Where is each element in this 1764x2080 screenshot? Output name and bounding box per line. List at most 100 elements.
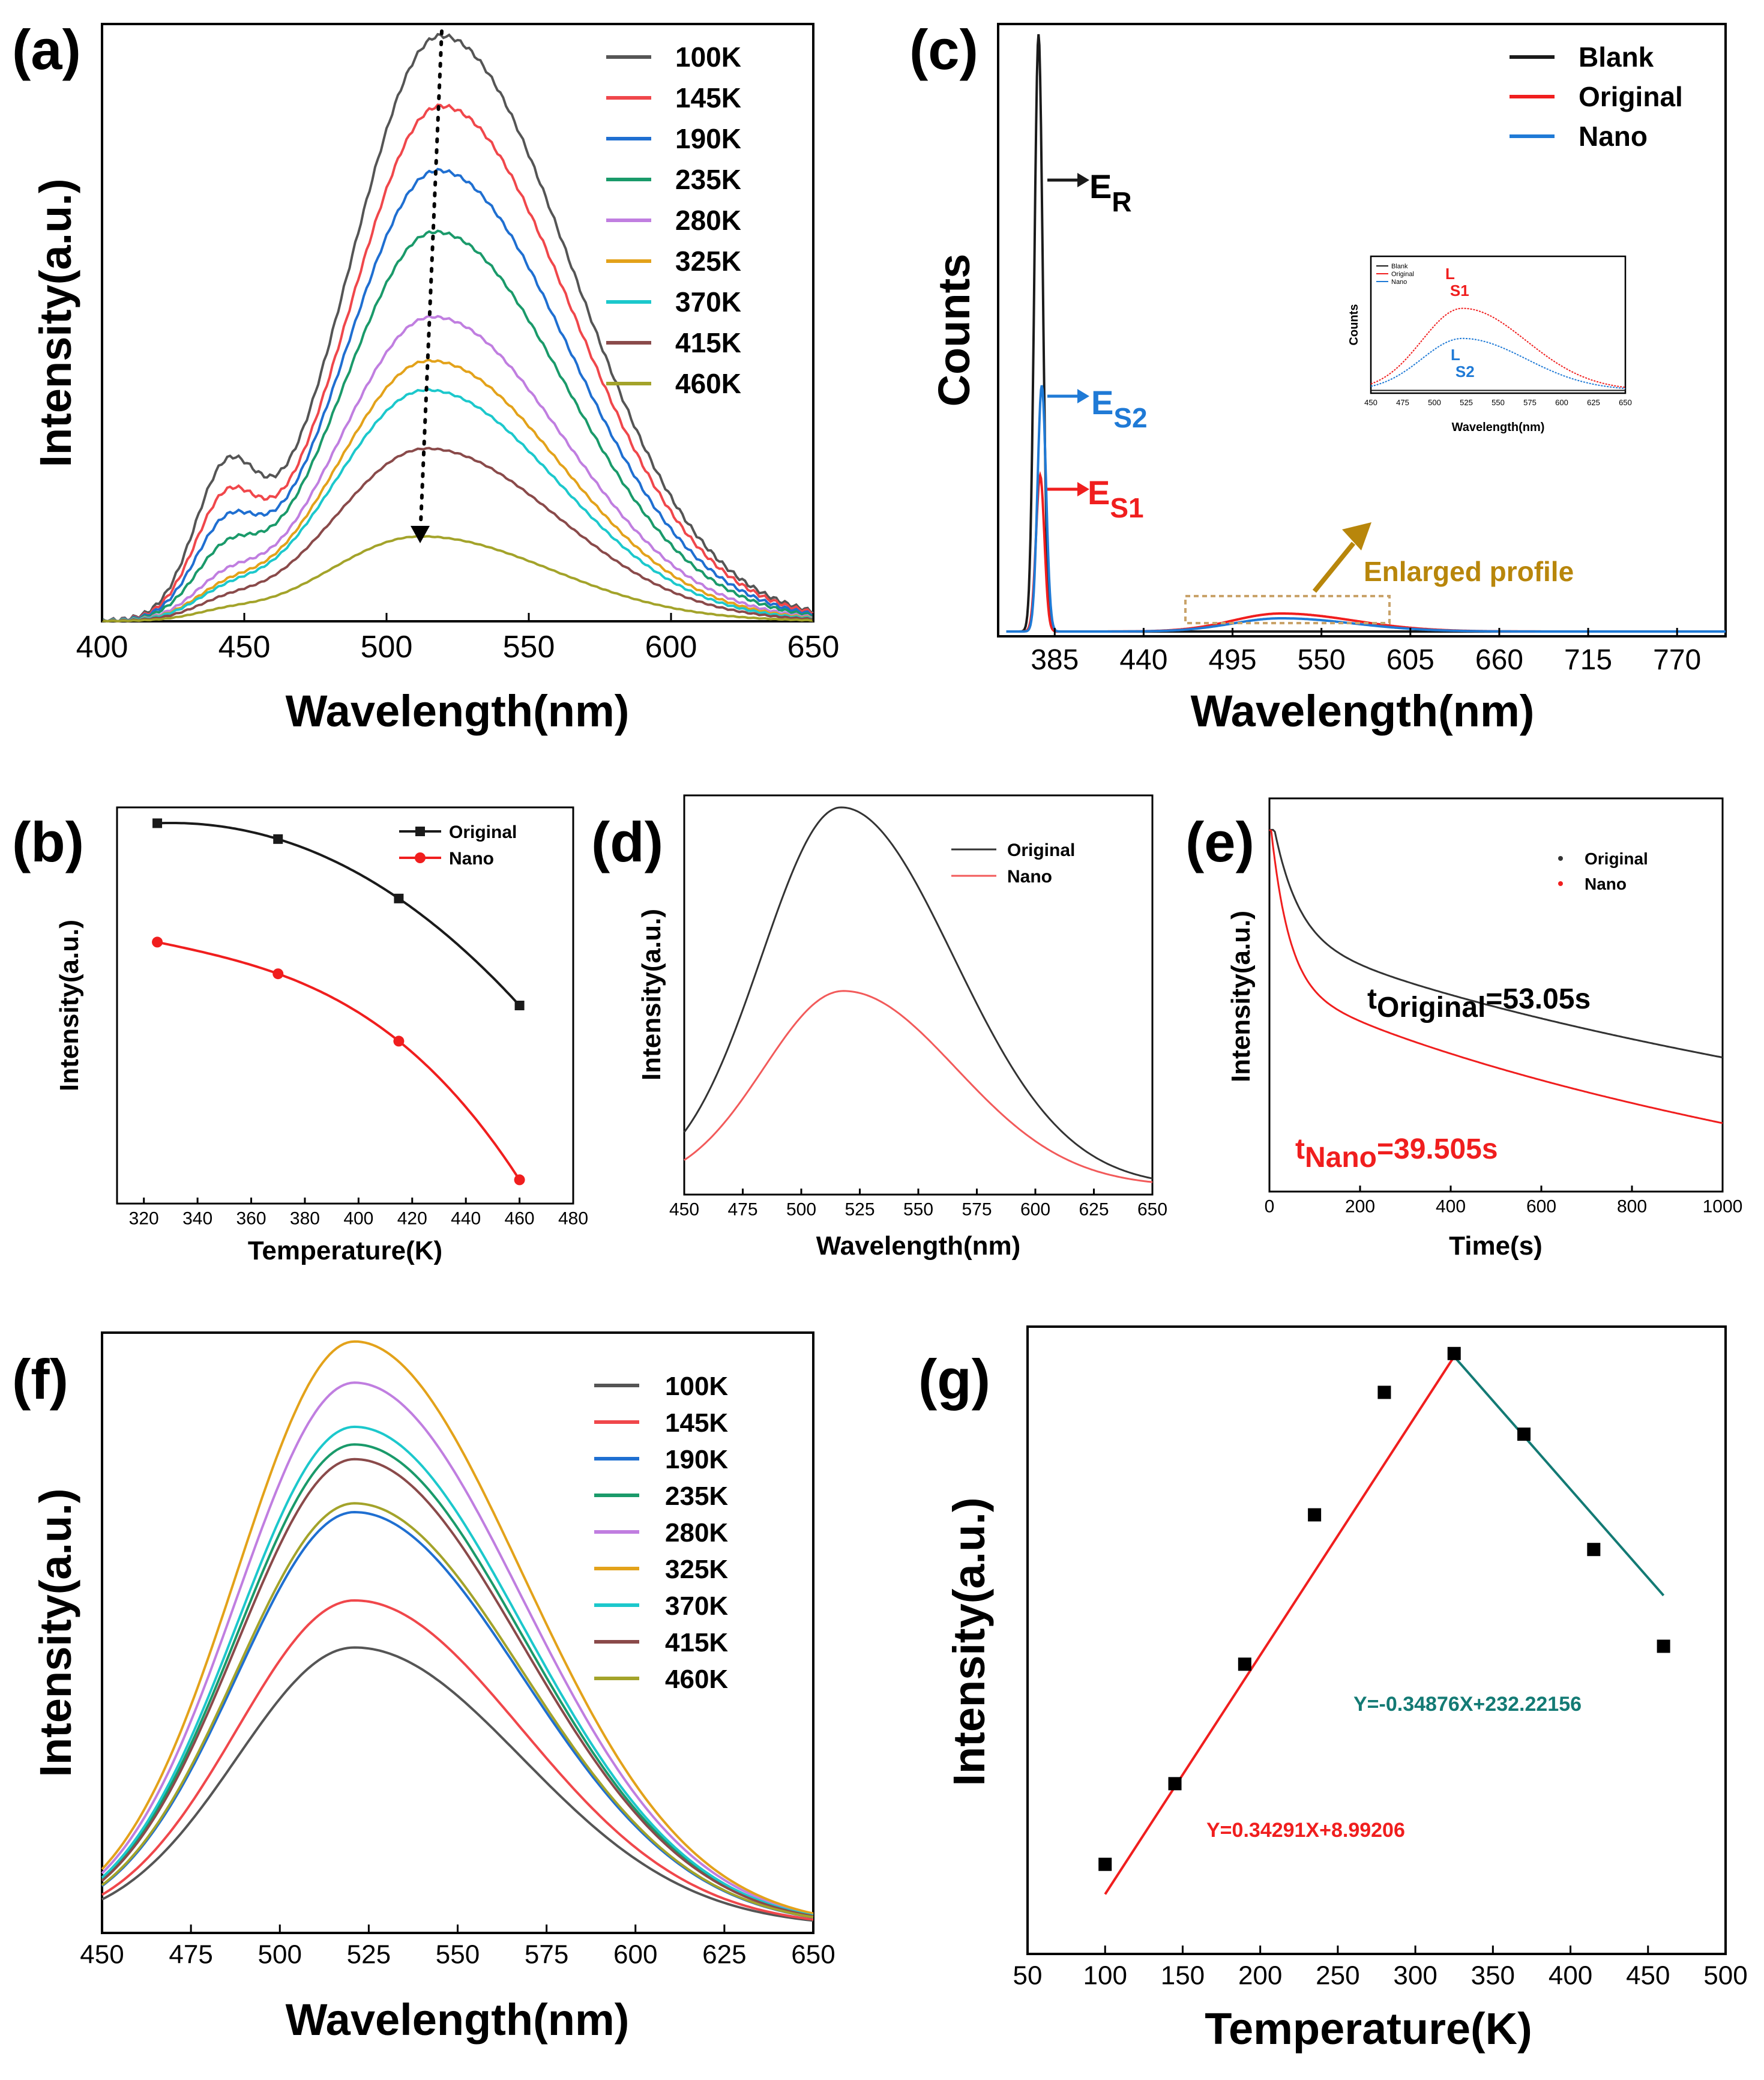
panel-f-xtick-label: 600 [613, 1940, 657, 1970]
panel-c-xlabel: Wavelength(nm) [1191, 686, 1535, 736]
panel-a-xtick-label: 650 [787, 630, 840, 665]
panel-d-xtick-label: 475 [727, 1200, 757, 1220]
panel-a-chart: 400 450 500 550 600 650 100K 145K 190K 235K 280K 3… [31, 23, 840, 736]
panel-a-plot-frame [101, 23, 814, 622]
panel-g-point [1587, 1543, 1601, 1557]
er-main: E [1089, 167, 1112, 205]
panel-c-enlarged-label: Enlarged profile [1364, 556, 1574, 587]
panel-b-point-original [514, 1001, 525, 1010]
legend-label-370K: 370K [665, 1591, 728, 1621]
panel-f-series-460K [101, 1502, 814, 1919]
inset-xtick-label: 625 [1587, 398, 1600, 407]
panel-b-point-original [273, 834, 283, 844]
panel-g-xtick-label: 100 [1083, 1961, 1127, 1991]
panel-e-series-Nano [1269, 829, 1723, 1124]
legend-label-370K: 370K [675, 286, 741, 318]
legend-label-Original: Original [1007, 840, 1075, 860]
legend-label-325K: 325K [665, 1555, 728, 1584]
panel-d-xtick-label: 550 [903, 1200, 933, 1220]
panel-b-xtick-label: 340 [182, 1209, 212, 1229]
panel-f-xtick-label: 650 [791, 1940, 835, 1970]
panel-b-point-nano [272, 968, 284, 980]
legend-label-Original: Original [1579, 81, 1683, 112]
legend-label-415K: 415K [665, 1628, 728, 1657]
legend-label-235K: 235K [675, 164, 741, 195]
panel-d-xtick-label: 500 [786, 1200, 816, 1220]
panel-b-point-nano [514, 1174, 525, 1186]
panel-a-xtick-label: 500 [361, 630, 413, 665]
panel-g-xtick-label: 350 [1471, 1961, 1515, 1991]
panel-e-series-Original [1269, 828, 1723, 1059]
panel-g-fit-label-down: Y=-0.34876X+232.22156 [1353, 1693, 1582, 1716]
panel-f-chart: 450 475 500 525 550 575 600 625 650 100K 145K 190K… [31, 1331, 835, 2045]
legend-label-100K: 100K [675, 41, 741, 73]
tau-orig-main: t [1367, 983, 1377, 1015]
inset-ylabel: Counts [1347, 304, 1361, 346]
panel-d-xtick-label: 650 [1137, 1200, 1167, 1220]
panel-g-point [1168, 1777, 1182, 1791]
es1-sub: S1 [1110, 492, 1143, 523]
legend-label-235K: 235K [665, 1482, 728, 1511]
inset-xtick-label: 575 [1523, 398, 1537, 407]
panel-b-xtick-label: 400 [343, 1209, 373, 1229]
inset-ls2-sub: S2 [1455, 363, 1475, 381]
panel-a-series-325K [101, 358, 814, 623]
legend-label-Nano: Nano [1007, 867, 1052, 887]
tau-orig-rest: =53.05s [1486, 983, 1591, 1015]
legend-label-460K: 460K [665, 1665, 728, 1694]
panel-g-chart: 50 100 150 200 250 300 350 400 450 500 Y=0.34291X… [944, 1325, 1748, 2054]
panel-a-series-415K [101, 447, 814, 623]
panel-a-xlabel: Wavelength(nm) [286, 686, 630, 736]
panel-e-xtick-label: 600 [1526, 1197, 1556, 1217]
panel-f-xtick-label: 475 [169, 1940, 212, 1970]
panel-b-series-Original [157, 822, 521, 1007]
panel-f-xtick-label: 525 [347, 1940, 391, 1970]
legend-label-415K: 415K [675, 327, 741, 358]
legend-label-Blank: Blank [1579, 41, 1654, 73]
panel-d-ylabel: Intensity(a.u.) [637, 909, 666, 1081]
panel-f-series-415K [101, 1458, 814, 1918]
panel-g-point [1238, 1657, 1251, 1671]
panel-c-xtick-label: 495 [1208, 644, 1256, 676]
panel-a-series-235K [101, 229, 814, 623]
panel-g-fit-label-up: Y=0.34291X+8.99206 [1206, 1819, 1405, 1842]
panel-c-plot-frame [997, 23, 1727, 638]
inset-frame [1370, 255, 1627, 394]
panel-label-e: (e) [1185, 810, 1254, 873]
svg-text:ES2: ES2 [1091, 384, 1148, 433]
panel-g-xtick-label: 300 [1393, 1961, 1437, 1991]
panel-a-series-190K [101, 167, 814, 623]
es1-main: E [1088, 474, 1110, 511]
panel-c-xtick-label: 550 [1298, 644, 1346, 676]
panel-c-xtick-label: 715 [1564, 644, 1612, 676]
panel-a-xtick-label: 600 [645, 630, 697, 665]
panel-g-xtick-label: 200 [1238, 1961, 1282, 1991]
panel-d-xtick-label: 625 [1079, 1200, 1109, 1220]
es2-sub: S2 [1113, 402, 1147, 433]
panel-d-plot-frame [683, 794, 1154, 1196]
panel-f-xtick-label: 625 [702, 1940, 746, 1970]
panel-f-xtick-label: 550 [436, 1940, 480, 1970]
panel-c-enlarge-box [1184, 595, 1391, 624]
legend-marker-Nano [415, 852, 426, 863]
panel-c-chart: 385 440 495 550 605 660 715 770 BlankOriginalNa… [929, 23, 1727, 736]
inset-ls2: L S2 [1451, 346, 1475, 381]
tau-nano-main: t [1295, 1133, 1305, 1165]
panel-d-series-Original [683, 806, 1153, 1180]
legend-label-325K: 325K [675, 246, 741, 277]
panel-e-xtick-label: 0 [1265, 1197, 1275, 1217]
inset-xlabel: Wavelength(nm) [1452, 421, 1545, 434]
legend-label-Nano: Nano [1585, 875, 1627, 893]
legend-marker-Original [1558, 856, 1563, 861]
panel-e-plot-frame [1268, 797, 1724, 1193]
panel-g-xlabel: Temperature(K) [1205, 2004, 1532, 2054]
inset-legend-label-Blank: Blank [1391, 263, 1408, 270]
inset-ls2-main: L [1451, 346, 1460, 364]
panel-d-xlabel: Wavelength(nm) [816, 1231, 1021, 1261]
panel-c-xtick-label: 770 [1653, 644, 1701, 676]
panel-b-xtick-label: 420 [397, 1209, 427, 1229]
panel-a-xtick-label: 450 [218, 630, 271, 665]
panel-g-xtick-label: 450 [1626, 1961, 1670, 1991]
panel-label-b: (b) [12, 810, 84, 873]
panel-b-plot-frame [116, 806, 574, 1205]
